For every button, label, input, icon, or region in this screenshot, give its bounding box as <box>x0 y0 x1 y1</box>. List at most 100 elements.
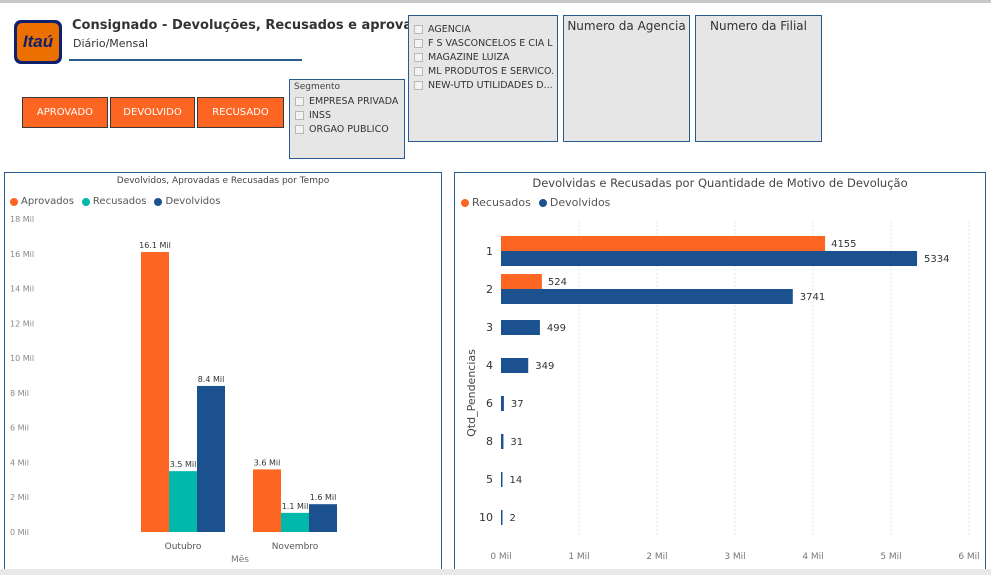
legend-dot-aprovados <box>10 197 18 206</box>
data-label: 3.6 Mil <box>254 458 281 467</box>
data-label: 8.4 Mil <box>198 375 225 384</box>
legend-item-devolvidos[interactable]: Devolvidos <box>154 196 220 207</box>
legend-item-devolvidos[interactable]: Devolvidos <box>538 196 610 209</box>
logo-text: Itaú <box>22 32 54 51</box>
checkbox-icon[interactable] <box>295 124 304 134</box>
x-tick-label: Novembro <box>272 542 319 552</box>
segmento-option[interactable]: ORGAO PUBLICO <box>295 122 404 136</box>
y-tick-label: 5 <box>486 473 493 486</box>
y-tick-label: 10 <box>479 511 493 524</box>
agencia-options: AGENCIA F S VASCONCELOS E CIA L... MAGAZ… <box>409 16 557 92</box>
segmento-option[interactable]: INSS <box>295 108 404 122</box>
agencia-slicer: AGENCIA F S VASCONCELOS E CIA L... MAGAZ… <box>408 15 558 142</box>
checkbox-icon[interactable] <box>295 96 304 106</box>
segmento-slicer: Segmento EMPRESA PRIVADA INSS ORGAO PUBL… <box>289 79 405 159</box>
x-tick-label: 1 Mil <box>568 552 589 562</box>
x-tick-label: 4 Mil <box>802 552 823 562</box>
segmento-option[interactable]: EMPRESA PRIVADA <box>295 94 404 108</box>
data-label: 524 <box>548 277 567 288</box>
bar-recusados-novembro[interactable] <box>281 512 309 532</box>
title-underline <box>69 59 302 61</box>
numero-filial-slicer[interactable]: Numero da Filial <box>695 15 822 142</box>
y-axis-title: Qtd_Pendencias <box>465 349 478 437</box>
x-tick-label: 6 Mil <box>958 552 979 562</box>
x-tick-label: 0 Mil <box>490 552 511 562</box>
bar-recusados-2[interactable] <box>501 274 542 289</box>
legend-dot-devolvidos <box>154 197 163 206</box>
chart-title-motivo: Devolvidas e Recusadas por Quantidade de… <box>532 176 908 190</box>
legend-tempo: Aprovados Recusados Devolvidos <box>10 196 228 207</box>
x-axis-title: Mês <box>231 554 249 565</box>
numero-filial-title: Numero da Filial <box>710 19 807 33</box>
y-tick-label: 6 <box>486 397 493 410</box>
agencia-option[interactable]: F S VASCONCELOS E CIA L... <box>414 36 553 50</box>
checkbox-icon[interactable] <box>414 66 423 76</box>
y-tick-label: 10 Mil <box>10 354 34 363</box>
logo-inner: Itaú <box>17 23 59 61</box>
bar-devolvidos-4[interactable] <box>501 358 529 373</box>
segmento-options: EMPRESA PRIVADA INSS ORGAO PUBLICO <box>290 94 404 136</box>
x-tick-label: 2 Mil <box>646 552 667 562</box>
legend-item-aprovados[interactable]: Aprovados <box>10 196 74 207</box>
legend-dot-recusados <box>81 197 90 206</box>
chart-panel-tempo: Devolvidos, Aprovadas e Recusadas por Te… <box>4 172 442 572</box>
data-label: 349 <box>535 361 554 372</box>
bar-devolvidos-5[interactable] <box>501 472 503 487</box>
bar-devolvidos-2[interactable] <box>501 289 793 304</box>
numero-agencia-title: Numero da Agencia <box>567 19 686 33</box>
numero-agencia-slicer[interactable]: Numero da Agencia <box>563 15 690 142</box>
bar-devolvidos-10[interactable] <box>501 510 503 525</box>
legend-item-recusados[interactable]: Recusados <box>81 196 146 207</box>
legend-motivo: Recusados Devolvidos <box>461 196 618 209</box>
devolvido-button[interactable]: DEVOLVIDO <box>110 97 195 128</box>
agencia-option[interactable]: ML PRODUTOS E SERVICO... <box>414 64 553 78</box>
chart-panel-motivo: Devolvidas e Recusadas por Quantidade de… <box>454 172 986 572</box>
data-label: 14 <box>510 475 523 486</box>
y-tick-label: 12 Mil <box>10 319 34 328</box>
agencia-option[interactable]: NEW-UTD UTILIDADES D... <box>414 78 553 92</box>
bar-devolvidos-6[interactable] <box>501 396 504 411</box>
y-tick-label: 0 Mil <box>10 528 29 537</box>
bar-aprovados-novembro[interactable] <box>253 469 281 532</box>
agencia-option[interactable]: AGENCIA <box>414 22 553 36</box>
y-tick-label: 8 <box>486 435 493 448</box>
y-tick-label: 14 Mil <box>10 285 34 294</box>
y-tick-label: 3 <box>486 321 493 334</box>
checkbox-icon[interactable] <box>414 24 423 34</box>
bar-recusados-outubro[interactable] <box>169 471 197 532</box>
legend-item-recusados[interactable]: Recusados <box>461 196 531 209</box>
y-tick-label: 2 Mil <box>10 493 29 502</box>
agencia-option[interactable]: MAGAZINE LUIZA <box>414 50 553 64</box>
bottom-scrollbar[interactable] <box>0 569 991 575</box>
report-subtitle: Diário/Mensal <box>73 37 149 50</box>
bar-devolvidos-1[interactable] <box>501 251 918 266</box>
data-label: 16.1 Mil <box>139 241 171 250</box>
checkbox-icon[interactable] <box>414 80 423 90</box>
aprovado-button[interactable]: APROVADO <box>22 97 108 128</box>
y-tick-label: 1 <box>486 245 493 258</box>
chart-svg-motivo: 0 Mil 1 Mil 2 Mil 3 Mil 4 Mil 5 Mil 6 Mil14155… <box>465 221 980 562</box>
bar-devolvidos-outubro[interactable] <box>197 385 225 532</box>
data-label: 4155 <box>831 239 856 250</box>
chart-title-tempo: Devolvidos, Aprovadas e Recusadas por Te… <box>116 176 330 186</box>
y-tick-label: 16 Mil <box>10 250 34 259</box>
data-label: 1.6 Mil <box>310 493 337 502</box>
y-tick-label: 18 Mil <box>10 215 34 224</box>
y-tick-label: 2 <box>486 283 493 296</box>
bar-devolvidos-3[interactable] <box>501 320 540 335</box>
top-border <box>0 0 991 3</box>
x-tick-label: 3 Mil <box>724 552 745 562</box>
data-label: 31 <box>510 437 523 448</box>
recusado-button[interactable]: RECUSADO <box>197 97 284 128</box>
bar-aprovados-outubro[interactable] <box>141 252 169 532</box>
y-tick-label: 4 Mil <box>10 458 29 467</box>
report-title: Consignado - Devoluções, Recusados e apr… <box>72 18 439 33</box>
data-label: 5334 <box>924 254 949 265</box>
checkbox-icon[interactable] <box>295 110 304 120</box>
bar-recusados-1[interactable] <box>501 236 826 251</box>
bar-devolvidos-8[interactable] <box>501 434 504 449</box>
checkbox-icon[interactable] <box>414 52 423 62</box>
checkbox-icon[interactable] <box>414 38 423 48</box>
y-tick-label: 6 Mil <box>10 424 29 433</box>
bar-devolvidos-novembro[interactable] <box>309 504 337 532</box>
